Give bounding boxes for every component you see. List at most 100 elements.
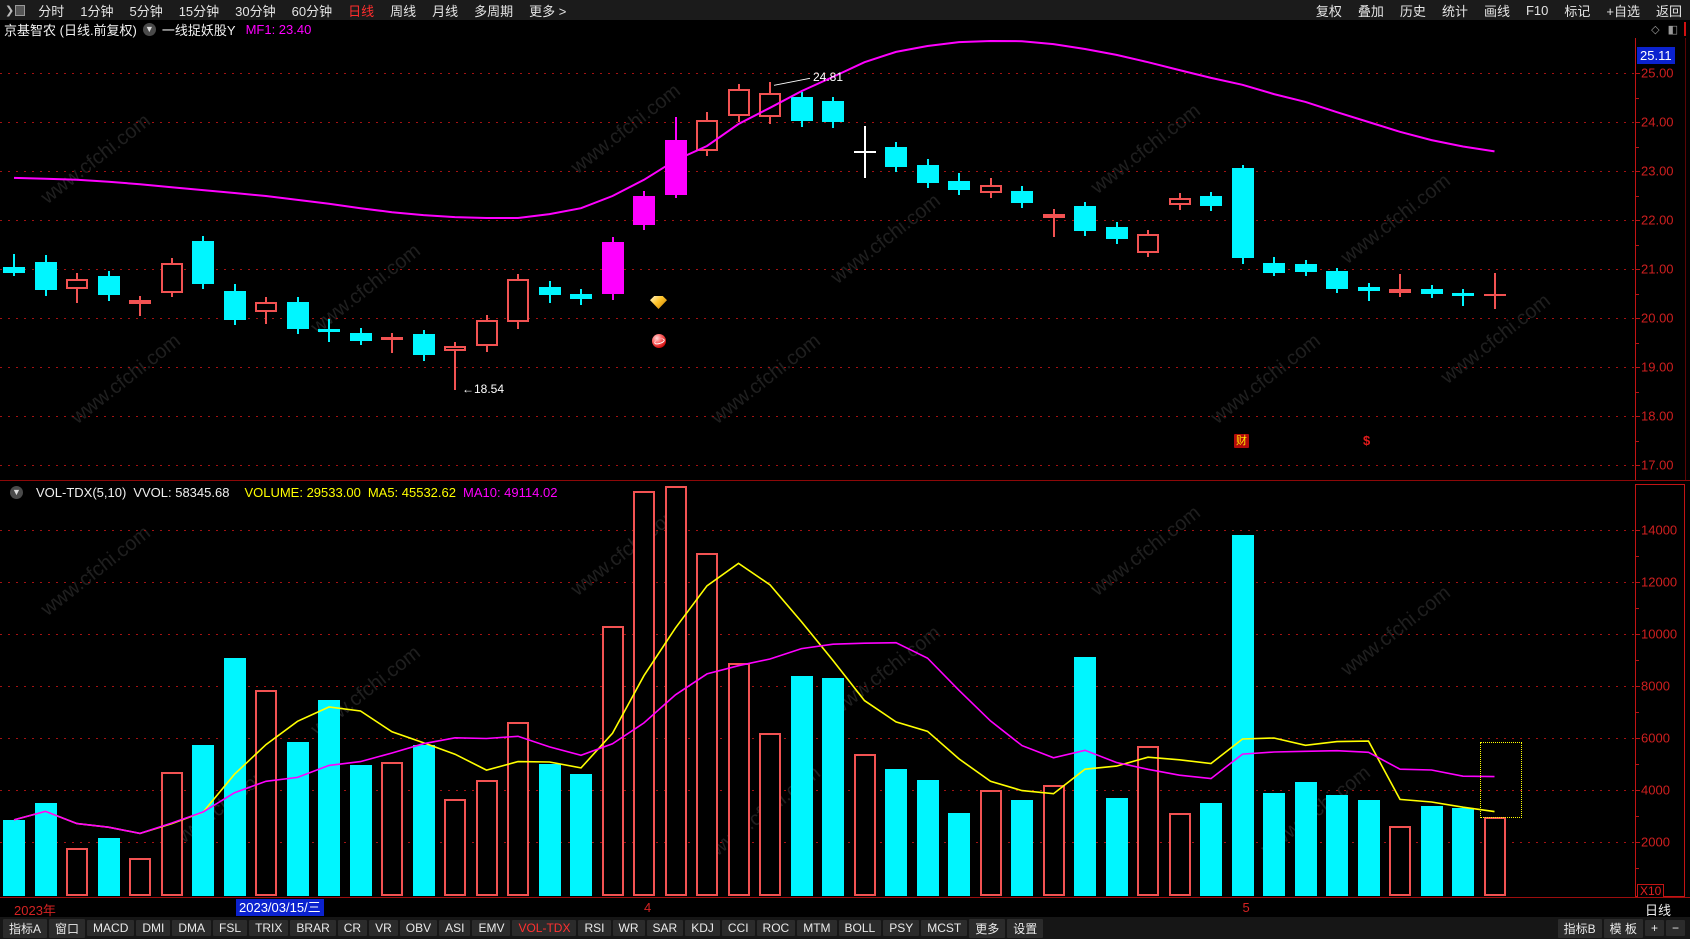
volume-bar[interactable]	[1105, 797, 1128, 896]
action-画线[interactable]: 画线	[1483, 3, 1510, 19]
volume-bar[interactable]	[822, 678, 844, 896]
action-叠加[interactable]: 叠加	[1357, 3, 1384, 19]
tool-[interactable]: −	[1665, 920, 1685, 936]
volume-bar[interactable]	[790, 675, 813, 896]
candle[interactable]	[34, 261, 57, 291]
volume-bar[interactable]	[444, 799, 466, 896]
volume-bar[interactable]	[1483, 817, 1506, 896]
volume-bar[interactable]	[979, 790, 1002, 896]
candle[interactable]	[633, 196, 655, 225]
candle[interactable]	[381, 336, 403, 341]
volume-bar[interactable]	[223, 657, 246, 896]
volume-bar[interactable]	[160, 771, 183, 896]
indicator-tab-cr[interactable]: CR	[337, 920, 368, 936]
volume-bar[interactable]	[66, 847, 88, 896]
candle[interactable]	[1452, 292, 1474, 297]
volume-bar[interactable]	[34, 803, 57, 896]
candle[interactable]	[601, 241, 624, 295]
tool-指标b[interactable]: 指标B	[1557, 918, 1602, 938]
volume-bar[interactable]	[1011, 800, 1033, 896]
volume-bar[interactable]	[1294, 782, 1317, 896]
candle[interactable]	[223, 291, 246, 321]
candle[interactable]	[1105, 227, 1128, 239]
indicator-tab-obv[interactable]: OBV	[399, 920, 438, 936]
candle[interactable]	[790, 96, 813, 122]
volume-bar[interactable]	[1200, 803, 1222, 896]
indicator-tab-roc[interactable]: ROC	[756, 920, 796, 936]
volume-bar[interactable]	[948, 813, 970, 896]
candle[interactable]	[97, 275, 120, 295]
volume-bar[interactable]	[381, 761, 403, 896]
volume-bar[interactable]	[286, 741, 309, 896]
candle[interactable]	[475, 319, 498, 347]
volume-bar[interactable]	[1137, 745, 1159, 896]
period-tab-月线[interactable]: 月线	[432, 3, 459, 19]
indicator-tab-sar[interactable]: SAR	[646, 920, 684, 936]
volume-bar[interactable]	[1326, 795, 1348, 896]
candle[interactable]	[1200, 196, 1222, 207]
period-tab-1分钟[interactable]: 1分钟	[80, 3, 114, 19]
indicator-tab-dma[interactable]: DMA	[172, 920, 212, 936]
candle[interactable]	[1168, 197, 1191, 206]
volume-bar[interactable]	[1357, 800, 1380, 896]
volume-bar[interactable]	[759, 732, 781, 896]
candle[interactable]	[538, 286, 561, 296]
candle[interactable]	[916, 165, 939, 183]
indicator-tab-vr[interactable]: VR	[369, 920, 398, 936]
indicator-tab-emv[interactable]: EMV	[472, 920, 511, 936]
candle[interactable]	[412, 333, 435, 356]
indicator-tab-dmi[interactable]: DMI	[136, 920, 171, 936]
volume-bar[interactable]	[1074, 657, 1096, 896]
volume-bar[interactable]	[97, 838, 120, 896]
volume-bar[interactable]	[885, 769, 907, 896]
candle[interactable]	[507, 278, 529, 322]
candle[interactable]	[1483, 294, 1506, 297]
candle[interactable]	[255, 301, 277, 313]
candle[interactable]	[1231, 168, 1254, 259]
volume-bar[interactable]	[538, 764, 561, 896]
chevron-down-icon[interactable]: ▼	[142, 22, 156, 36]
period-tab-更多[interactable]: 更多 >	[529, 3, 567, 19]
period-tab-60分钟[interactable]: 60分钟	[291, 3, 333, 19]
indicator-tab-窗口[interactable]: 窗口	[49, 918, 86, 938]
volume-bar[interactable]	[601, 626, 624, 896]
period-tab-5分钟[interactable]: 5分钟	[129, 3, 163, 19]
volume-bar[interactable]	[1420, 805, 1443, 896]
period-tab-日线[interactable]: 日线	[348, 3, 375, 19]
period-tab-30分钟[interactable]: 30分钟	[235, 3, 276, 19]
volume-bar[interactable]	[853, 753, 876, 896]
volume-bar[interactable]	[412, 745, 435, 896]
candle[interactable]	[318, 328, 340, 332]
indicator-tab-macd[interactable]: MACD	[87, 920, 135, 936]
indicator-tab-mtm[interactable]: MTM	[797, 920, 837, 936]
volume-bar[interactable]	[1389, 826, 1411, 896]
indicator-tab-指标a[interactable]: 指标A	[3, 918, 48, 938]
volume-bar[interactable]	[1452, 808, 1474, 896]
candle[interactable]	[664, 139, 687, 195]
stock-title[interactable]: 京基智农 (日线.前复权)	[4, 22, 137, 38]
volume-bar[interactable]	[1263, 792, 1285, 896]
action-f10[interactable]: F10	[1525, 2, 1549, 18]
indicator-tab-psy[interactable]: PSY	[883, 920, 920, 936]
candle[interactable]	[979, 184, 1002, 194]
indicator-tab-kdj[interactable]: KDJ	[685, 920, 720, 936]
candle[interactable]	[759, 92, 781, 118]
volume-bar[interactable]	[727, 662, 750, 896]
candle[interactable]	[129, 300, 151, 305]
app-window-icon[interactable]: ❯	[5, 4, 26, 17]
indicator-tab-trix[interactable]: TRIX	[249, 920, 289, 936]
indicator-tab-rsi[interactable]: RSI	[578, 920, 611, 936]
indicator-tab-voltdx[interactable]: VOL-TDX	[512, 920, 577, 936]
indicator-tab-cci[interactable]: CCI	[721, 920, 755, 936]
volume-bar[interactable]	[570, 774, 592, 896]
indicator-tab-设置[interactable]: 设置	[1007, 918, 1044, 938]
indicator-tab-fsl[interactable]: FSL	[213, 920, 248, 936]
indicator-tab-asi[interactable]: ASI	[439, 920, 471, 936]
candle[interactable]	[1137, 233, 1159, 254]
volume-bar[interactable]	[633, 491, 655, 896]
action-历史[interactable]: 历史	[1399, 3, 1426, 19]
tool-模板[interactable]: 模 板	[1603, 918, 1643, 938]
action-标记[interactable]: 标记	[1564, 3, 1591, 19]
candle[interactable]	[853, 151, 876, 154]
candle[interactable]	[1420, 288, 1443, 295]
